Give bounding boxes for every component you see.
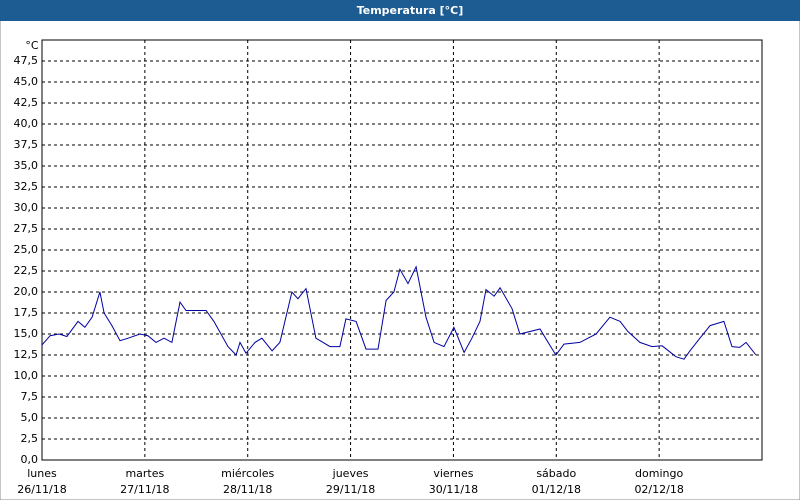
x-tick-label: lunes [27, 467, 57, 480]
y-tick-label: 27,5 [14, 222, 39, 235]
y-axis-label: °C [25, 39, 39, 52]
y-tick-label: 12,5 [14, 348, 39, 361]
x-tick-label: sábado [536, 467, 576, 480]
x-tick-label: domingo [635, 467, 683, 480]
x-tick-label: jueves [332, 467, 369, 480]
y-tick-label: 15,0 [14, 327, 39, 340]
x-tick-date: 27/11/18 [120, 483, 169, 496]
y-tick-label: 7,5 [21, 390, 39, 403]
y-tick-label: 5,0 [21, 411, 39, 424]
y-tick-label: 25,0 [14, 243, 39, 256]
x-tick-date: 02/12/18 [634, 483, 683, 496]
y-tick-label: 45,0 [14, 75, 39, 88]
y-tick-label: 37,5 [14, 138, 39, 151]
y-tick-label: 17,5 [14, 306, 39, 319]
x-tick-date: 30/11/18 [429, 483, 478, 496]
y-tick-label: 0,0 [21, 453, 39, 466]
y-tick-label: 47,5 [14, 54, 39, 67]
data-line [41, 265, 757, 360]
y-tick-label: 22,5 [14, 264, 39, 277]
x-tick-label: miércoles [221, 467, 274, 480]
x-tick-date: 26/11/18 [17, 483, 66, 496]
y-tick-label: 40,0 [14, 117, 39, 130]
chart-title: Temperatura [°C] [357, 4, 464, 17]
x-tick-date: 28/11/18 [223, 483, 272, 496]
y-tick-label: 32,5 [14, 180, 39, 193]
y-tick-label: 20,0 [14, 285, 39, 298]
y-tick-label: 35,0 [14, 159, 39, 172]
x-tick-date: 29/11/18 [326, 483, 375, 496]
x-tick-date: 01/12/18 [532, 483, 581, 496]
y-tick-label: 2,5 [21, 432, 39, 445]
title-bar [0, 0, 800, 21]
y-tick-label: 10,0 [14, 369, 39, 382]
x-tick-label: viernes [433, 467, 473, 480]
y-tick-label: 30,0 [14, 201, 39, 214]
x-tick-label: martes [125, 467, 164, 480]
y-tick-label: 42,5 [14, 96, 39, 109]
